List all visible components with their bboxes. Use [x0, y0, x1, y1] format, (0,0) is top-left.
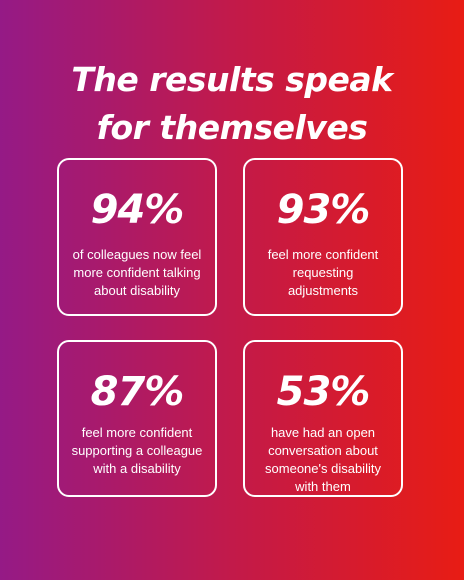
stat-card-colleagues-confident-talking: 94% of colleagues now feel more confiden… [57, 158, 217, 316]
stat-description: feel more confident requesting adjustmen… [267, 247, 379, 298]
headline: The results speak for themselves [0, 56, 464, 152]
stat-value: 94% [90, 187, 185, 233]
headline-line-1: The results speak [71, 60, 393, 99]
stat-card-supporting-colleague: 87% feel more confident supporting a col… [57, 340, 217, 497]
headline-line-2: for themselves [96, 108, 368, 147]
stat-card-open-conversation: 53% have had an open conversation about … [243, 340, 403, 497]
stat-card-requesting-adjustments: 93% feel more confident requesting adjus… [243, 158, 403, 316]
stat-description: feel more confident supporting a colleag… [71, 425, 203, 476]
stat-value: 87% [90, 369, 185, 415]
stat-value: 53% [276, 369, 371, 415]
stat-description: have had an open conversation about some… [265, 425, 381, 494]
stat-description: of colleagues now feel more confident ta… [72, 247, 202, 298]
stat-value: 93% [276, 187, 371, 233]
